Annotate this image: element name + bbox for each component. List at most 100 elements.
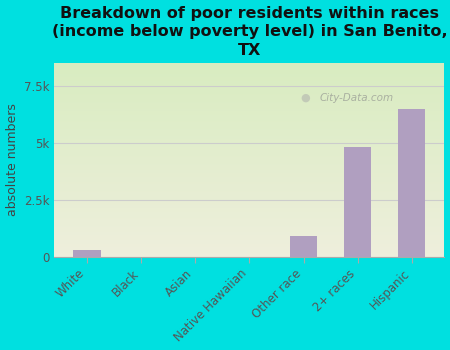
Bar [54,161,445,162]
Bar [54,190,445,191]
Bar [54,104,445,105]
Bar [54,217,445,218]
Bar [54,168,445,169]
Bar [54,119,445,120]
Bar [54,122,445,123]
Bar [54,145,445,146]
Bar [54,92,445,93]
Bar [54,183,445,184]
Bar [54,66,445,67]
Bar [54,80,445,82]
Bar [54,165,445,166]
Y-axis label: absolute numbers: absolute numbers [5,103,18,216]
Bar [54,73,445,74]
Bar [54,222,445,223]
Bar [54,242,445,243]
Bar [54,144,445,145]
Bar [54,199,445,201]
Bar [54,128,445,129]
Bar [54,138,445,139]
Bar [54,246,445,247]
Bar [54,96,445,97]
Text: ●: ● [300,93,310,103]
Bar [54,244,445,245]
Bar [54,247,445,248]
Bar [54,77,445,78]
Bar [54,208,445,209]
Bar [54,94,445,95]
Bar [54,218,445,219]
Bar [54,198,445,200]
Bar [54,133,445,134]
Bar [54,195,445,196]
Bar [54,151,445,152]
Bar [54,112,445,113]
Bar [54,125,445,126]
Bar [54,88,445,89]
Bar [54,189,445,190]
Bar [54,98,445,99]
Bar [54,225,445,226]
Bar [54,67,445,68]
Bar [54,110,445,111]
Bar [54,107,445,108]
Bar [54,179,445,180]
Bar [54,86,445,87]
Bar [54,167,445,168]
Bar [54,173,445,174]
Bar [54,149,445,150]
Bar [54,106,445,107]
Bar [54,221,445,222]
Text: City-Data.com: City-Data.com [320,93,394,103]
Bar [54,238,445,239]
Bar [54,245,445,246]
Bar [54,91,445,92]
Bar [54,214,445,215]
Bar [54,250,445,251]
Bar [54,65,445,66]
Bar [54,97,445,98]
Bar [54,69,445,70]
Bar [54,79,445,80]
Bar [54,228,445,229]
Bar [54,74,445,75]
Bar [54,75,445,76]
Bar [54,231,445,232]
Bar [344,147,371,257]
Bar [54,126,445,127]
Bar [54,142,445,144]
Bar [54,229,445,230]
Bar [54,215,445,216]
Bar [54,72,445,73]
Bar [54,132,445,133]
Bar [54,192,445,193]
Bar [54,256,445,257]
Bar [54,127,445,128]
Bar [54,186,445,187]
Bar [54,68,445,69]
Bar [54,230,445,231]
Bar [54,153,445,154]
Bar [54,116,445,117]
Bar [54,140,445,141]
Bar [54,187,445,188]
Bar [54,252,445,253]
Bar [54,147,445,148]
Bar [54,64,445,65]
Bar [54,205,445,206]
Bar [54,136,445,138]
Bar [54,135,445,136]
Bar [398,108,426,257]
Bar [54,71,445,72]
Bar [54,206,445,207]
Bar [54,234,445,235]
Bar [54,233,445,235]
Bar [54,95,445,96]
Bar [54,154,445,155]
Bar [54,164,445,165]
Bar [54,158,445,159]
Bar [54,223,445,224]
Bar [54,172,445,173]
Bar [54,220,445,221]
Bar [73,250,100,257]
